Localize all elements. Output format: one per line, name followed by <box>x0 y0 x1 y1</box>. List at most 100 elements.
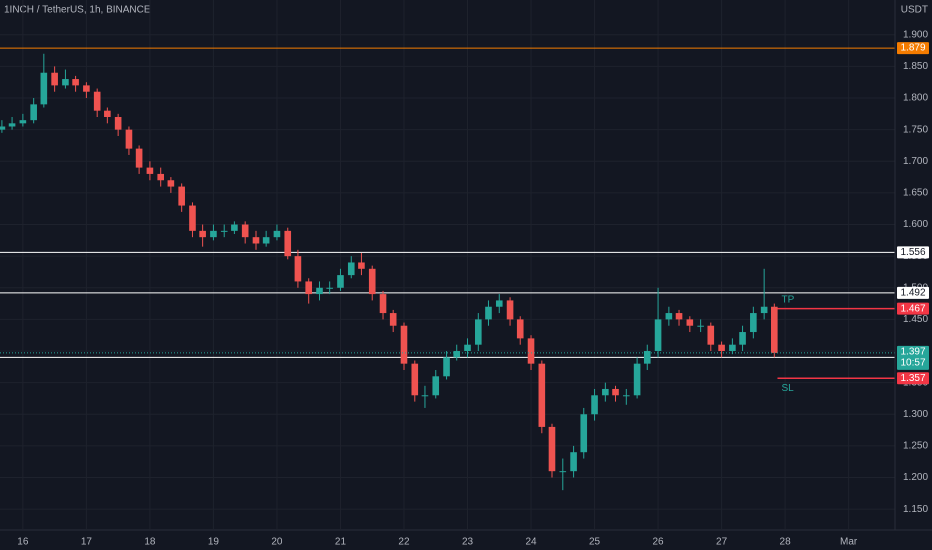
candle-body <box>62 79 69 86</box>
candle-body <box>210 230 217 238</box>
candle-body <box>516 319 524 339</box>
candle-body <box>220 230 228 232</box>
countdown-label: 10:57 <box>900 358 925 369</box>
y-tick-label: 1.450 <box>903 314 928 325</box>
candle-body <box>538 363 546 427</box>
candle-body <box>771 306 778 353</box>
last-price-label: 1.397 <box>900 347 925 358</box>
candle-body <box>72 79 79 86</box>
candle-body <box>623 395 630 397</box>
candle-body <box>157 173 165 181</box>
candle-body <box>400 325 408 364</box>
candle-body <box>30 104 37 121</box>
y-tick-label: 1.600 <box>903 219 928 230</box>
candle-body <box>178 186 185 206</box>
candle-body <box>347 262 355 276</box>
chart-title: 1INCH / TetherUS, 1h, BINANCE <box>4 5 151 16</box>
x-tick-label: 17 <box>81 537 93 548</box>
target-name: TP <box>781 294 794 305</box>
candle-body <box>167 180 175 187</box>
axis-unit: USDT <box>901 5 928 16</box>
candle-body <box>104 110 111 118</box>
candle-body <box>697 325 704 327</box>
candle-body <box>453 351 461 358</box>
y-tick-label: 1.300 <box>903 409 928 420</box>
x-tick-label: 28 <box>780 537 792 548</box>
candle-body <box>358 262 365 269</box>
y-tick-label: 1.850 <box>903 61 928 72</box>
candle-body <box>643 351 651 364</box>
candle-body <box>729 344 736 352</box>
y-tick-label: 1.200 <box>903 472 928 483</box>
candle-body <box>273 230 281 238</box>
candle-body <box>114 117 122 130</box>
candle-body <box>686 319 694 326</box>
target-label: 1.467 <box>900 303 925 314</box>
candle-body <box>40 72 48 105</box>
y-tick-label: 1.900 <box>903 29 928 40</box>
level-label-bg <box>897 286 929 299</box>
candle-body <box>421 395 429 397</box>
candle-body <box>760 306 768 314</box>
candle-body <box>591 395 598 415</box>
candle-body <box>548 426 556 472</box>
candle-body <box>305 281 313 295</box>
candle-body <box>411 363 419 396</box>
candle-body <box>475 319 482 345</box>
last-price-bg <box>897 345 929 370</box>
candle-body <box>485 306 492 320</box>
candle-body <box>707 325 715 345</box>
candle-body <box>718 344 725 352</box>
x-tick-label: 25 <box>589 537 601 548</box>
candle-body <box>443 357 450 377</box>
x-tick-label: 19 <box>208 537 220 548</box>
candle-body <box>93 91 101 111</box>
level-label: 1.556 <box>900 247 925 258</box>
candle-body <box>19 120 27 124</box>
candle-body <box>51 72 58 86</box>
candle-body <box>252 237 260 244</box>
y-tick-label: 1.800 <box>903 93 928 104</box>
x-tick-label: 22 <box>398 537 410 548</box>
candle-body <box>316 287 323 295</box>
x-tick-label: 24 <box>525 537 537 548</box>
candle-body <box>665 313 673 320</box>
x-tick-label: 23 <box>462 537 474 548</box>
target-label-bg <box>897 372 929 385</box>
target-label-bg <box>897 302 929 315</box>
x-tick-label: 16 <box>17 537 29 548</box>
y-tick-label: 1.150 <box>903 504 928 515</box>
candle-body <box>262 237 270 244</box>
level-label: 1.492 <box>900 287 925 298</box>
candle-body <box>432 376 440 396</box>
x-tick-label: 26 <box>653 537 665 548</box>
candle-body <box>326 287 333 289</box>
x-tick-label: 18 <box>144 537 156 548</box>
candle-body <box>580 414 588 453</box>
x-tick-label: 27 <box>716 537 728 548</box>
candle-body <box>135 148 143 168</box>
candle-body <box>146 167 154 174</box>
candle-body <box>527 338 535 364</box>
candle-body <box>389 313 397 326</box>
candle-body <box>199 230 206 238</box>
candle-body <box>83 85 90 92</box>
target-label: 1.357 <box>900 373 925 384</box>
candle-body <box>337 275 344 288</box>
candle-body <box>559 471 567 473</box>
candle-body <box>284 230 292 257</box>
target-name: SL <box>781 383 794 394</box>
candle-body <box>464 344 471 352</box>
candle-body <box>739 332 746 345</box>
x-tick-label: Mar <box>840 537 858 548</box>
level-label-bg <box>897 246 929 259</box>
candle-body <box>0 126 6 130</box>
candle-body <box>570 452 577 472</box>
y-tick-label: 1.750 <box>903 124 928 135</box>
candle-body <box>654 319 662 352</box>
candle-body <box>633 363 641 396</box>
candle-body <box>125 129 133 149</box>
level-label-bg <box>897 42 929 55</box>
candle-body <box>750 313 757 333</box>
